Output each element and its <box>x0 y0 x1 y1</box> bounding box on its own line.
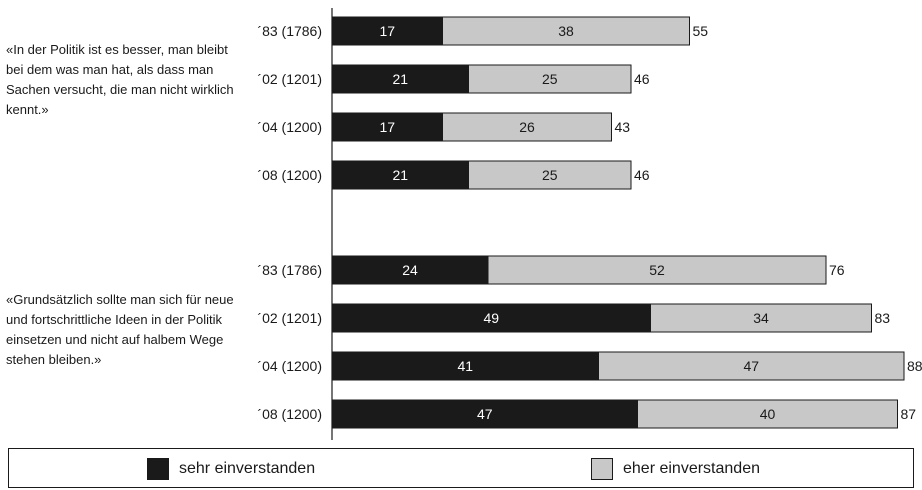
category-label-g1-3: ´04 (1200) <box>257 119 322 135</box>
bar-eher-g1-4 <box>468 160 632 190</box>
legend-label-sehr: sehr einverstanden <box>179 460 316 477</box>
bar-eher-g2-2 <box>650 303 872 333</box>
total-label-g1-1: 55 <box>693 23 709 39</box>
total-label-g1-4: 46 <box>634 167 650 183</box>
bar-sehr-g1-3 <box>331 112 443 142</box>
category-label-g2-3: ´04 (1200) <box>257 358 322 374</box>
bar-sehr-g2-1 <box>331 255 489 285</box>
bar-sehr-g2-2 <box>331 303 651 333</box>
value-label-eher-g1-1: 38 <box>558 23 574 39</box>
category-label-g1-1: ´83 (1786) <box>257 23 322 39</box>
value-label-eher-g1-2: 25 <box>542 71 558 87</box>
category-label-g1-4: ´08 (1200) <box>257 167 322 183</box>
statement-text-1: «In der Politik ist es besser, man bleib… <box>6 42 234 117</box>
value-label-eher-g1-3: 26 <box>519 119 535 135</box>
category-label-g2-2: ´02 (1201) <box>257 310 322 326</box>
bar-eher-g1-3 <box>442 112 612 142</box>
value-label-eher-g2-3: 47 <box>743 358 759 374</box>
category-label-g2-1: ´83 (1786) <box>257 262 322 278</box>
total-label-g2-1: 76 <box>829 262 845 278</box>
value-label-eher-g2-2: 34 <box>753 310 769 326</box>
total-label-g2-2: 83 <box>875 310 891 326</box>
bar-eher-g1-2 <box>468 64 632 94</box>
bar-eher-g2-3 <box>598 351 905 381</box>
category-label-g1-2: ´02 (1201) <box>257 71 322 87</box>
value-label-sehr-g2-2: 49 <box>483 310 499 326</box>
legend-swatch-eher <box>591 458 613 480</box>
legend-item-sehr: sehr einverstanden <box>147 458 315 480</box>
legend-swatch-sehr <box>147 458 169 480</box>
bar-eher-g2-1 <box>487 255 827 285</box>
value-label-eher-g2-4: 40 <box>760 406 776 422</box>
value-label-eher-g1-4: 25 <box>542 167 558 183</box>
value-label-sehr-g1-3: 17 <box>379 119 395 135</box>
value-label-sehr-g2-1: 24 <box>402 262 418 278</box>
legend-label-eher: eher einverstanden <box>623 460 760 477</box>
value-label-sehr-g1-1: 17 <box>379 23 395 39</box>
legend: sehr einverstanden eher einverstanden <box>8 448 914 488</box>
legend-item-eher: eher einverstanden <box>591 458 760 480</box>
bar-eher-g1-1 <box>442 16 690 46</box>
value-label-eher-g2-1: 52 <box>649 262 665 278</box>
value-label-sehr-g1-2: 21 <box>392 71 408 87</box>
total-label-g1-3: 43 <box>615 119 631 135</box>
statement-text-2: «Grundsätzlich sollte man sich für neue … <box>6 292 234 367</box>
bar-eher-g2-4 <box>637 399 898 429</box>
value-label-sehr-g2-3: 41 <box>457 358 473 374</box>
total-label-g2-4: 87 <box>901 406 917 422</box>
stacked-bar-chart: ´83 (1786) 17 38 55 ´02 (1201) 21 25 46 ´04 (120… <box>257 8 922 440</box>
value-label-sehr-g1-4: 21 <box>392 167 408 183</box>
category-label-g2-4: ´08 (1200) <box>257 406 322 422</box>
value-label-sehr-g2-4: 47 <box>477 406 493 422</box>
total-label-g2-3: 88 <box>907 358 922 374</box>
total-label-g1-2: 46 <box>634 71 650 87</box>
